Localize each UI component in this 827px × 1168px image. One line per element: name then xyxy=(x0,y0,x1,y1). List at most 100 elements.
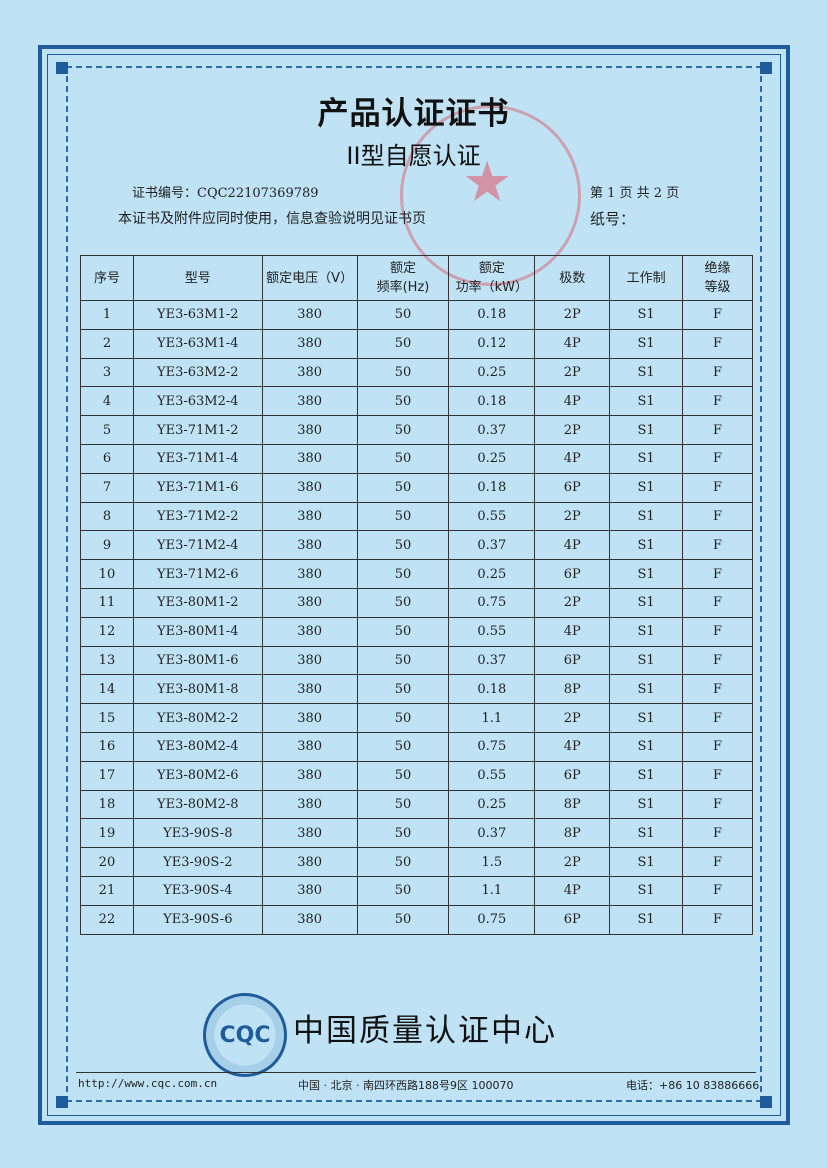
table-cell: YE3-63M1-4 xyxy=(132,328,263,359)
column-header-line: 工作制 xyxy=(626,270,666,286)
corner-ornament xyxy=(56,1096,68,1108)
table-cell: 7 xyxy=(80,472,134,503)
table-cell: 380 xyxy=(261,847,358,877)
table-cell: 15 xyxy=(80,703,134,733)
footer-divider xyxy=(76,1072,756,1073)
table-cell: S1 xyxy=(609,875,684,906)
table-cell: F xyxy=(682,328,753,359)
table-cell: 20 xyxy=(80,847,134,877)
certificate-number: 证书编号：CQC22107369789 xyxy=(132,186,319,201)
table-cell: 50 xyxy=(356,530,450,561)
table-cell: F xyxy=(682,501,753,532)
table-cell: F xyxy=(682,357,753,388)
table-cell: 16 xyxy=(80,731,134,762)
table-cell: 380 xyxy=(261,587,358,618)
table-row: 4 YE3-63M2-4 380 50 0.18 4P S1 F xyxy=(80,386,753,417)
table-cell: 50 xyxy=(356,731,450,762)
table-cell: 50 xyxy=(356,847,450,877)
table-cell: 380 xyxy=(261,760,358,791)
table-cell: 11 xyxy=(80,587,134,618)
website-link[interactable]: http://www.cqc.com.cn xyxy=(78,1077,218,1090)
table-cell: F xyxy=(682,472,753,503)
document-subtitle: II型自愿认证 xyxy=(346,142,481,170)
table-cell: 50 xyxy=(356,472,450,503)
table-cell: S1 xyxy=(609,731,684,762)
column-header-line: 极数 xyxy=(559,270,586,286)
table-cell: 1.5 xyxy=(448,847,536,877)
table-cell: S1 xyxy=(609,415,684,445)
table-cell: 380 xyxy=(261,904,358,935)
address: 中国 · 北京 · 南四环西路188号9区 100070 xyxy=(298,1079,514,1092)
table-row: 11 YE3-80M1-2 380 50 0.75 2P S1 F xyxy=(80,587,753,618)
table-cell: S1 xyxy=(609,818,684,849)
table-cell: YE3-71M2-2 xyxy=(132,501,263,532)
table-cell: YE3-80M1-4 xyxy=(132,616,263,647)
column-header-line: 型号 xyxy=(184,270,211,286)
table-cell: 17 xyxy=(80,760,134,791)
table-cell: 50 xyxy=(356,559,450,589)
table-cell: F xyxy=(682,645,753,676)
table-cell: 50 xyxy=(356,328,450,359)
column-header-line: 额定 xyxy=(478,261,505,276)
table-row: 12 YE3-80M1-4 380 50 0.55 4P S1 F xyxy=(80,616,753,647)
table-cell: YE3-90S-8 xyxy=(132,818,263,849)
table-cell: 4P xyxy=(534,443,611,474)
table-cell: 8P xyxy=(534,789,611,820)
table-cell: 2P xyxy=(534,415,611,445)
usage-notice: 本证书及附件应同时使用，信息查验说明见证书页 xyxy=(118,211,426,227)
column-header-line: 功率（kW） xyxy=(455,280,529,295)
table-cell: YE3-80M1-8 xyxy=(132,674,263,705)
table-cell: F xyxy=(682,587,753,618)
table-cell: YE3-63M2-2 xyxy=(132,357,263,388)
table-row: 17 YE3-80M2-6 380 50 0.55 6P S1 F xyxy=(80,760,753,791)
table-cell: 380 xyxy=(261,789,358,820)
table-cell: 4P xyxy=(534,616,611,647)
table-cell: 0.25 xyxy=(448,789,536,820)
table-cell: 50 xyxy=(356,616,450,647)
table-cell: 2P xyxy=(534,300,611,330)
table-cell: 380 xyxy=(261,472,358,503)
column-header: 极数 xyxy=(534,255,611,301)
table-cell: 0.18 xyxy=(448,472,536,503)
table-cell: 2P xyxy=(534,703,611,733)
table-cell: 0.75 xyxy=(448,731,536,762)
table-row: 20 YE3-90S-2 380 50 1.5 2P S1 F xyxy=(80,847,753,877)
table-cell: 0.37 xyxy=(448,645,536,676)
table-cell: 50 xyxy=(356,760,450,791)
table-cell: 2P xyxy=(534,357,611,388)
table-row: 13 YE3-80M1-6 380 50 0.37 6P S1 F xyxy=(80,645,753,676)
table-cell: 380 xyxy=(261,559,358,589)
table-cell: 6P xyxy=(534,559,611,589)
table-cell: 10 xyxy=(80,559,134,589)
table-row: 1 YE3-63M1-2 380 50 0.18 2P S1 F xyxy=(80,300,753,330)
table-cell: 4P xyxy=(534,875,611,906)
table-cell: 380 xyxy=(261,674,358,705)
table-cell: F xyxy=(682,616,753,647)
table-cell: F xyxy=(682,559,753,589)
table-row: 22 YE3-90S-6 380 50 0.75 6P S1 F xyxy=(80,904,753,935)
column-header-line: 序号 xyxy=(93,270,120,286)
corner-ornament xyxy=(760,62,772,74)
table-cell: F xyxy=(682,904,753,935)
table-header-row: 序号 型号 额定电压（V） 额定 频率(Hz) 额定 功率（kW） 极数 工作制 绝缘 等级 xyxy=(80,255,753,301)
table-cell: YE3-80M2-4 xyxy=(132,731,263,762)
table-row: 19 YE3-90S-8 380 50 0.37 8P S1 F xyxy=(80,818,753,849)
table-cell: YE3-80M2-6 xyxy=(132,760,263,791)
table-cell: 380 xyxy=(261,645,358,676)
table-cell: 0.25 xyxy=(448,443,536,474)
table-row: 6 YE3-71M1-4 380 50 0.25 4P S1 F xyxy=(80,443,753,474)
table-cell: YE3-80M2-2 xyxy=(132,703,263,733)
table-cell: YE3-71M1-4 xyxy=(132,443,263,474)
table-cell: YE3-71M1-6 xyxy=(132,472,263,503)
table-cell: S1 xyxy=(609,357,684,388)
column-header: 额定功率（kW） xyxy=(448,255,536,301)
table-cell: YE3-71M2-6 xyxy=(132,559,263,589)
table-cell: 0.25 xyxy=(448,357,536,388)
page-info: 第 1 页 共 2 页 xyxy=(590,186,680,201)
table-cell: F xyxy=(682,818,753,849)
table-cell: 0.37 xyxy=(448,530,536,561)
table-cell: YE3-80M1-2 xyxy=(132,587,263,618)
table-cell: 0.37 xyxy=(448,415,536,445)
table-cell: 2P xyxy=(534,847,611,877)
table-cell: 50 xyxy=(356,818,450,849)
